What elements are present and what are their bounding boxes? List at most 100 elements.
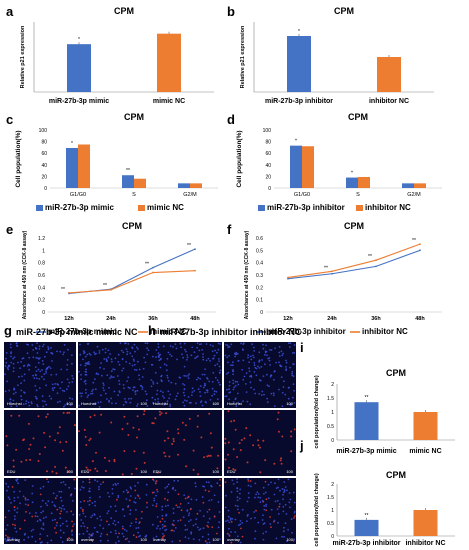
cell-dot xyxy=(244,383,247,385)
x-tick-label: 12h xyxy=(64,316,74,322)
cell-dot xyxy=(71,529,73,532)
cell-dot xyxy=(4,373,6,376)
cell-dot xyxy=(37,460,40,462)
cell-dot xyxy=(207,454,210,457)
y-tick-label: 20 xyxy=(265,174,271,180)
cell-dot xyxy=(238,442,241,445)
y-axis-label: Cell population(%) xyxy=(15,130,22,187)
cell-dot xyxy=(26,365,29,367)
data-point xyxy=(152,271,154,274)
cell-dot xyxy=(84,364,87,367)
cell-dot xyxy=(128,499,131,502)
cell-dot xyxy=(161,505,164,508)
cell-dot xyxy=(254,517,256,519)
x-tick-label: miR-27b-3p mimic xyxy=(49,98,109,105)
cell-dot xyxy=(234,504,237,507)
legend-label: inhibitor NC xyxy=(362,327,408,336)
cell-dot xyxy=(185,350,187,353)
cell-dot xyxy=(86,396,89,398)
cell-dot xyxy=(116,536,119,538)
cell-dot xyxy=(59,441,62,444)
cell-dot xyxy=(257,521,260,524)
cell-dot xyxy=(40,505,42,508)
cell-dot xyxy=(10,502,12,504)
cell-dot xyxy=(59,350,62,353)
cell-dot xyxy=(34,395,37,398)
cell-dot xyxy=(29,458,32,461)
chart-title: CPM xyxy=(122,221,142,231)
cell-dot xyxy=(56,392,59,394)
cell-dot xyxy=(79,392,82,395)
y-tick-label: 80 xyxy=(41,140,47,146)
cell-dot xyxy=(23,379,26,382)
cell-dot xyxy=(86,468,89,471)
cell-dot xyxy=(91,390,93,393)
cell-dot xyxy=(143,356,146,359)
cell-dot xyxy=(293,344,296,346)
cell-dot xyxy=(188,417,191,420)
cell-dot xyxy=(63,405,65,408)
cell-dot xyxy=(84,435,87,438)
cell-dot xyxy=(51,360,53,362)
cell-dot xyxy=(138,368,141,371)
cell-dot xyxy=(82,522,85,525)
cell-dot xyxy=(156,490,159,493)
cell-dot xyxy=(163,403,166,406)
cell-dot xyxy=(73,478,76,481)
cell-dot xyxy=(54,527,56,529)
cell-dot xyxy=(14,524,16,527)
cell-dot xyxy=(125,348,128,350)
cell-dot xyxy=(258,367,261,369)
cell-dot xyxy=(246,520,248,522)
cell-dot xyxy=(186,354,189,356)
cell-dot xyxy=(212,371,215,374)
cell-dot xyxy=(28,512,31,515)
cell-dot xyxy=(157,352,160,354)
micrograph-row-label: Hoechst xyxy=(81,401,97,406)
cell-dot xyxy=(183,494,186,496)
cell-dot xyxy=(202,356,204,358)
cell-dot xyxy=(201,535,204,538)
cell-dot xyxy=(9,398,12,401)
panel-letter-j: j xyxy=(299,438,304,453)
cell-dot xyxy=(236,487,239,489)
cell-dot xyxy=(128,387,131,390)
chart-title: CPM xyxy=(386,470,406,480)
cell-dot xyxy=(117,482,119,485)
cell-dot xyxy=(141,376,144,378)
cell-dot xyxy=(54,465,57,468)
cell-dot xyxy=(213,494,216,497)
cell-dot xyxy=(95,451,97,454)
cell-dot xyxy=(121,358,124,361)
cell-dot xyxy=(8,389,11,392)
cell-dot xyxy=(69,397,71,399)
micrograph-row-label: Hoechst xyxy=(153,401,169,406)
bar-inhibitor NC-S xyxy=(358,176,370,188)
cell-dot xyxy=(201,404,204,407)
cell-dot xyxy=(265,498,268,501)
cell-dot xyxy=(79,501,82,503)
cell-dot xyxy=(10,352,12,355)
cell-dot xyxy=(100,532,103,535)
cell-dot xyxy=(205,359,208,362)
cell-dot xyxy=(265,344,267,347)
cell-dot xyxy=(68,381,71,384)
cell-dot xyxy=(121,525,124,528)
cell-dot xyxy=(137,481,139,484)
cell-dot xyxy=(129,525,132,527)
cell-dot xyxy=(293,538,295,541)
cell-dot xyxy=(203,384,206,387)
panel-letter-b: b xyxy=(227,4,235,19)
cell-dot xyxy=(166,430,169,433)
cell-dot xyxy=(56,432,59,435)
cell-dot xyxy=(127,386,130,389)
cell-dot xyxy=(182,383,184,385)
significance-mark: ** xyxy=(187,243,191,249)
cell-dot xyxy=(106,359,108,362)
cell-dot xyxy=(134,497,137,499)
cell-dot xyxy=(50,352,52,354)
cell-dot xyxy=(177,428,179,431)
cell-dot xyxy=(89,354,92,356)
cell-dot xyxy=(135,369,138,371)
cell-dot xyxy=(60,499,63,502)
